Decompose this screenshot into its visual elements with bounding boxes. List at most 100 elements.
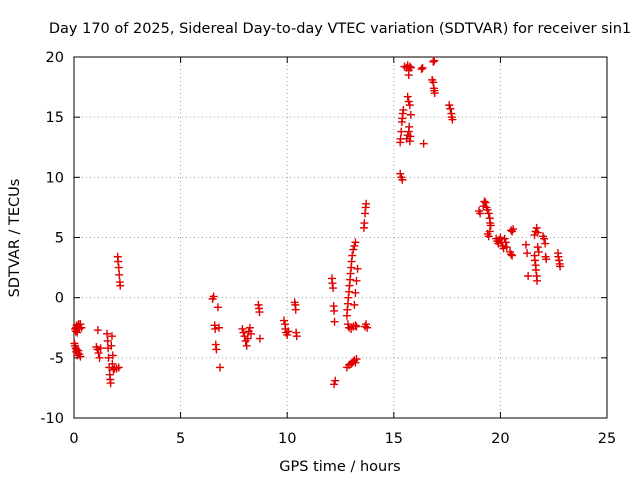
data-point: [445, 101, 454, 110]
data-point: [212, 345, 221, 354]
data-point: [523, 249, 532, 258]
data-point: [500, 234, 509, 243]
data-point: [541, 239, 550, 248]
data-point: [331, 376, 340, 385]
data-point: [507, 250, 516, 259]
data-point: [103, 336, 112, 345]
data-point: [396, 169, 405, 178]
data-point: [429, 57, 438, 66]
data-point: [255, 334, 264, 343]
data-point: [417, 65, 426, 74]
data-point: [406, 110, 415, 119]
data-point: [352, 322, 361, 331]
data-point: [77, 323, 86, 332]
data-point: [283, 330, 292, 339]
data-point: [108, 351, 117, 360]
data-point: [418, 63, 427, 72]
data-point: [524, 272, 533, 281]
data-point: [211, 324, 220, 333]
data-point: [95, 353, 104, 362]
data-point: [243, 334, 252, 343]
data-point: [348, 251, 357, 260]
data-point: [94, 349, 103, 358]
y-tick-label: -10: [40, 411, 64, 427]
data-point: [246, 329, 255, 338]
x-tick-label: 0: [69, 431, 78, 447]
data-point: [404, 97, 413, 106]
data-point: [502, 243, 511, 252]
data-point: [352, 355, 361, 364]
y-tick-label: 15: [46, 110, 64, 126]
x-tick-label: 10: [278, 431, 296, 447]
data-point: [360, 219, 369, 228]
data-point: [116, 281, 125, 290]
y-tick-label: 10: [46, 170, 64, 186]
data-point: [483, 205, 492, 214]
x-tick-label: 25: [598, 431, 616, 447]
x-tick-label: 20: [491, 431, 509, 447]
data-point: [291, 305, 300, 314]
data-point: [446, 104, 455, 113]
data-point: [542, 255, 551, 264]
data-point: [107, 332, 116, 341]
data-point: [284, 327, 293, 336]
axis-ticks: 0 5 10 15 20 25 -10 -5 0 5 10 15 20: [40, 50, 616, 447]
data-point: [209, 292, 218, 301]
data-point: [213, 303, 222, 312]
data-point: [245, 323, 254, 332]
data-point: [350, 300, 359, 309]
data-point: [403, 92, 412, 101]
y-tick-label: -5: [50, 351, 64, 367]
data-point: [351, 238, 360, 247]
data-point: [93, 326, 102, 335]
data-point: [404, 71, 413, 80]
data-point: [107, 341, 116, 350]
data-point: [292, 332, 301, 341]
x-tick-label: 15: [385, 431, 403, 447]
grid: [74, 57, 607, 418]
data-point: [509, 225, 518, 234]
x-tick-label: 5: [176, 431, 185, 447]
data-point: [399, 105, 408, 114]
data-point: [481, 198, 490, 207]
data-point: [242, 341, 251, 350]
y-tick-label: 0: [55, 291, 64, 307]
y-axis-label: SDTVAR / TECUs: [7, 179, 23, 298]
data-point: [214, 323, 223, 332]
data-point: [496, 233, 505, 242]
data-point: [448, 115, 457, 124]
chart-title: Day 170 of 2025, Sidereal Day-to-day VTE…: [49, 21, 631, 37]
data-point: [329, 284, 338, 293]
data-point: [330, 380, 339, 389]
data-point: [330, 306, 339, 315]
data-point: [104, 353, 113, 362]
data-point: [484, 232, 493, 241]
data-point: [533, 228, 542, 237]
plot-frame: [73, 56, 608, 419]
y-tick-label: 20: [46, 50, 64, 66]
data-point: [108, 359, 117, 368]
data-point: [430, 56, 439, 65]
data-point: [397, 127, 406, 136]
data-point: [405, 101, 414, 110]
data-point: [351, 288, 360, 297]
data-point: [238, 324, 247, 333]
data-point: [486, 221, 495, 230]
data-point: [556, 262, 565, 271]
data-point: [216, 363, 225, 372]
data-point: [362, 320, 371, 329]
data-point: [115, 270, 124, 279]
data-point: [350, 241, 359, 250]
data-point: [540, 234, 549, 243]
data-point: [106, 379, 115, 388]
data-point: [476, 209, 485, 218]
data-point: [353, 264, 362, 273]
data-point: [405, 122, 414, 131]
data-point: [534, 247, 543, 256]
data-point: [255, 308, 264, 317]
data-point: [398, 175, 407, 184]
data-point: [419, 139, 428, 148]
data-point: [533, 276, 542, 285]
data-point: [508, 251, 517, 260]
